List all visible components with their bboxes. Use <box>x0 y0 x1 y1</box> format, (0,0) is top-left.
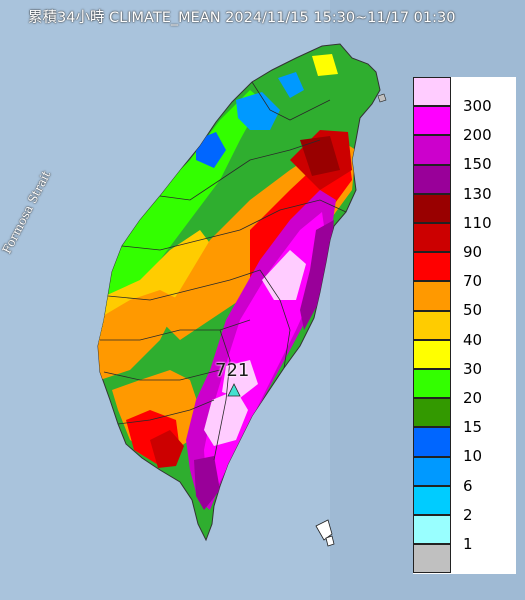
legend-swatch <box>413 252 451 282</box>
legend-swatch <box>413 135 451 165</box>
legend-label: 130 <box>463 184 492 203</box>
legend-swatch <box>413 164 451 194</box>
legend-label: 15 <box>463 418 483 437</box>
legend-label: 90 <box>463 243 483 261</box>
legend-swatch <box>413 456 451 486</box>
guishan-island <box>377 93 387 103</box>
legend-swatch <box>413 339 451 369</box>
legend-label: 2 <box>463 505 473 524</box>
legend-swatch <box>413 281 451 311</box>
legend-swatch <box>413 223 451 253</box>
legend-label: 300 <box>463 97 492 115</box>
legend-swatch <box>413 193 451 223</box>
legend-label: 70 <box>463 272 483 291</box>
legend-label: 40 <box>463 330 483 349</box>
legend-label: 6 <box>463 476 473 495</box>
legend-label: 150 <box>463 155 492 174</box>
legend-swatch <box>413 369 451 399</box>
legend-swatch <box>413 485 451 515</box>
legend-label: 200 <box>463 126 492 145</box>
max-value-label: 721 <box>215 360 250 381</box>
legend-label: 1 <box>463 535 473 553</box>
legend-swatch <box>413 544 451 574</box>
legend-label: 30 <box>463 359 483 378</box>
legend-swatch <box>413 77 451 107</box>
max-station-marker <box>227 383 241 397</box>
legend-swatch <box>413 427 451 457</box>
legend-label: 110 <box>463 213 492 232</box>
legend-swatch <box>413 106 451 136</box>
legend-label: 20 <box>463 389 483 407</box>
map-title: 累積34小時 CLIMATE_MEAN 2024/11/15 15:30~11/… <box>28 10 456 26</box>
legend-swatch <box>413 515 451 545</box>
orchid-island <box>325 535 335 547</box>
legend-swatch <box>413 398 451 428</box>
legend-swatch <box>413 310 451 340</box>
green-island <box>315 519 333 541</box>
color-legend: 300 200 150 130 110 90 70 50 40 30 20 15 10 6 2 1 <box>413 77 516 574</box>
county-boundaries <box>100 81 347 461</box>
legend-label: 10 <box>463 447 483 466</box>
legend-label: 50 <box>463 301 483 320</box>
rainfall-shading <box>98 54 356 510</box>
